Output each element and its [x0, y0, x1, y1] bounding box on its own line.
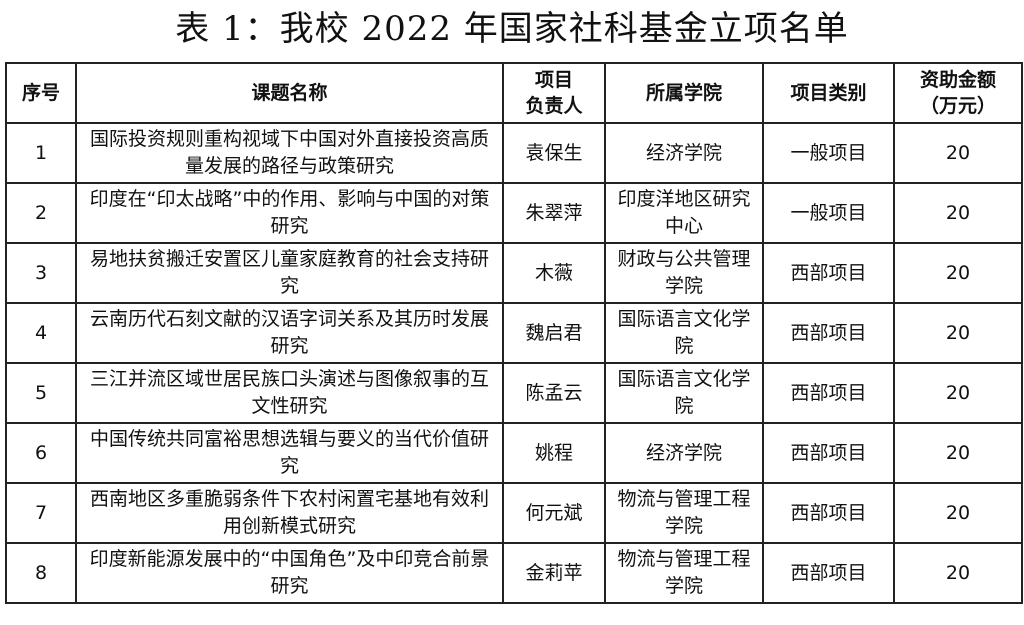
- cell-number: 3: [5, 242, 77, 304]
- table-row: 6 中国传统共同富裕思想选辑与要义的当代价值研究 姚程 经济学院 西部项目 20: [5, 422, 1023, 484]
- cell-topic: 易地扶贫搬迁安置区儿童家庭教育的社会支持研究: [75, 242, 504, 304]
- header-topic: 课题名称: [75, 62, 504, 124]
- header-category: 项目类别: [762, 62, 895, 124]
- table-row: 2 印度在“印太战略”中的作用、影响与中国的对策研究 朱翠萍 印度洋地区研究中心 一般项…: [5, 182, 1023, 244]
- table-row: 8 印度新能源发展中的“中国角色”及中印竞合前景研究 金莉苹 物流与管理工程学院 西部项…: [5, 542, 1023, 604]
- cell-topic: 印度新能源发展中的“中国角色”及中印竞合前景研究: [75, 542, 504, 604]
- table-row: 3 易地扶贫搬迁安置区儿童家庭教育的社会支持研究 木薇 财政与公共管理学院 西部项目 20: [5, 242, 1023, 304]
- header-text: 项目: [534, 69, 573, 91]
- cell-leader: 袁保生: [502, 122, 606, 184]
- cell-number: 1: [5, 122, 77, 184]
- header-text: 项目类别: [790, 82, 867, 104]
- table-row: 4 云南历代石刻文献的汉语字词关系及其历时发展研究 魏启君 国际语言文化学院 西部项目 2…: [5, 302, 1023, 364]
- cell-topic: 印度在“印太战略”中的作用、影响与中国的对策研究: [75, 182, 504, 244]
- header-leader: 项目 负责人: [502, 62, 606, 124]
- cell-leader: 木薇: [502, 242, 606, 304]
- cell-amount: 20: [893, 542, 1023, 604]
- cell-college: 经济学院: [604, 122, 764, 184]
- cell-category: 西部项目: [762, 242, 895, 304]
- cell-topic: 西南地区多重脆弱条件下农村闲置宅基地有效利用创新模式研究: [75, 482, 504, 544]
- cell-topic: 中国传统共同富裕思想选辑与要义的当代价值研究: [75, 422, 504, 484]
- cell-amount: 20: [893, 242, 1023, 304]
- cell-number: 5: [5, 362, 77, 424]
- cell-number: 4: [5, 302, 77, 364]
- cell-topic: 三江并流区域世居民族口头演述与图像叙事的互文性研究: [75, 362, 504, 424]
- cell-number: 7: [5, 482, 77, 544]
- cell-category: 一般项目: [762, 182, 895, 244]
- cell-amount: 20: [893, 422, 1023, 484]
- cell-college: 国际语言文化学院: [604, 302, 764, 364]
- cell-college: 财政与公共管理学院: [604, 242, 764, 304]
- header-text: 资助金额: [919, 69, 996, 91]
- header-amount: 资助金额 （万元）: [893, 62, 1023, 124]
- cell-number: 6: [5, 422, 77, 484]
- cell-leader: 朱翠萍: [502, 182, 606, 244]
- cell-number: 2: [5, 182, 77, 244]
- cell-category: 西部项目: [762, 362, 895, 424]
- cell-amount: 20: [893, 302, 1023, 364]
- cell-college: 物流与管理工程学院: [604, 542, 764, 604]
- header-text: 课题名称: [251, 82, 328, 104]
- cell-college: 经济学院: [604, 422, 764, 484]
- cell-category: 西部项目: [762, 302, 895, 364]
- cell-leader: 魏启君: [502, 302, 606, 364]
- table-row: 1 国际投资规则重构视域下中国对外直接投资高质量发展的路径与政策研究 袁保生 经济学院…: [5, 122, 1023, 184]
- cell-number: 8: [5, 542, 77, 604]
- header-text: 所属学院: [645, 82, 722, 104]
- table-header-row: 序号 课题名称 项目负责人 所属学院 项目类别 资助金额 （万元）: [5, 62, 1023, 124]
- cell-leader: 姚程: [502, 422, 606, 484]
- cell-topic: 云南历代石刻文献的汉语字词关系及其历时发展研究: [75, 302, 504, 364]
- cell-category: 西部项目: [762, 542, 895, 604]
- header-text: 序号: [21, 82, 60, 104]
- cell-topic: 国际投资规则重构视域下中国对外直接投资高质量发展的路径与政策研究: [75, 122, 504, 184]
- table-row: 5 三江并流区域世居民族口头演述与图像叙事的互文性研究 陈孟云 国际语言文化学院 西部项…: [5, 362, 1023, 424]
- cell-college: 国际语言文化学院: [604, 362, 764, 424]
- cell-college: 物流与管理工程学院: [604, 482, 764, 544]
- cell-category: 西部项目: [762, 482, 895, 544]
- header-text: （万元）: [919, 95, 996, 117]
- cell-amount: 20: [893, 182, 1023, 244]
- cell-leader: 金莉苹: [502, 542, 606, 604]
- header-text: 负责人: [525, 95, 583, 117]
- cell-amount: 20: [893, 122, 1023, 184]
- cell-amount: 20: [893, 362, 1023, 424]
- cell-leader: 何元斌: [502, 482, 606, 544]
- cell-college: 印度洋地区研究中心: [604, 182, 764, 244]
- cell-amount: 20: [893, 482, 1023, 544]
- document-title: 表 1：我校 2022 年国家社科基金立项名单: [175, 9, 849, 49]
- table-row: 7 西南地区多重脆弱条件下农村闲置宅基地有效利用创新模式研究 何元斌 物流与管理工程学…: [5, 482, 1023, 544]
- cell-category: 一般项目: [762, 122, 895, 184]
- cell-leader: 陈孟云: [502, 362, 606, 424]
- header-college: 所属学院: [604, 62, 764, 124]
- project-table: 序号 课题名称 项目负责人 所属学院 项目类别 资助金额 （万元） 1 国际投资规则重构视域下…: [5, 62, 1023, 604]
- cell-category: 西部项目: [762, 422, 895, 484]
- header-number: 序号: [5, 62, 77, 124]
